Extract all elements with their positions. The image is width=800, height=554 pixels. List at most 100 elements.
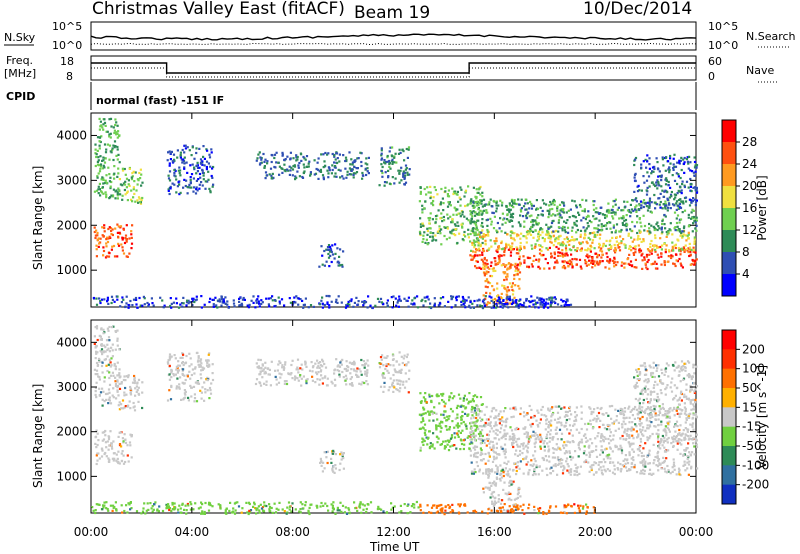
echo-cell xyxy=(499,301,502,304)
echo-cell xyxy=(657,225,660,228)
echo-cell xyxy=(127,374,130,377)
echo-cell xyxy=(398,363,401,366)
echo-cell xyxy=(542,458,545,462)
echo-cell xyxy=(438,304,441,307)
echo-cell xyxy=(266,174,269,177)
echo-cell xyxy=(489,239,492,242)
echo-cell xyxy=(341,263,344,267)
echo-cell xyxy=(431,443,434,446)
echo-cell xyxy=(549,240,552,243)
echo-cell xyxy=(300,363,303,366)
echo-cell xyxy=(423,296,426,299)
echo-cell xyxy=(419,449,422,452)
echo-cell xyxy=(264,366,267,369)
echo-cell xyxy=(169,297,172,300)
echo-cell xyxy=(472,470,475,474)
echo-cell xyxy=(467,228,470,231)
echo-cell xyxy=(388,165,391,168)
echo-cell xyxy=(114,330,118,333)
echo-cell xyxy=(489,292,492,295)
echo-cell xyxy=(109,430,112,433)
echo-cell xyxy=(682,202,685,205)
echo-cell xyxy=(537,265,540,268)
echo-cell xyxy=(439,302,442,305)
echo-cell xyxy=(695,258,698,261)
echo-cell xyxy=(320,153,323,156)
echo-cell xyxy=(666,198,669,201)
echo-cell xyxy=(674,264,677,268)
echo-cell xyxy=(108,180,111,183)
echo-cell xyxy=(565,304,569,307)
echo-cell xyxy=(199,358,203,361)
echo-cell xyxy=(133,379,136,382)
echo-cell xyxy=(548,213,551,216)
echo-cell xyxy=(316,378,319,381)
echo-cell xyxy=(459,416,463,419)
echo-cell xyxy=(450,392,453,395)
echo-cell xyxy=(168,162,171,165)
echo-cell xyxy=(331,244,334,247)
echo-cell xyxy=(676,442,679,445)
echo-cell xyxy=(98,297,101,300)
echo-cell xyxy=(547,302,550,305)
echo-cell xyxy=(592,450,595,453)
echo-cell xyxy=(622,262,626,265)
echo-cell xyxy=(679,198,682,201)
echo-cell xyxy=(210,151,213,154)
echo-cell xyxy=(111,233,114,237)
echo-cell xyxy=(365,173,368,177)
echo-cell xyxy=(296,358,300,361)
echo-cell xyxy=(117,394,120,397)
echo-cell xyxy=(113,300,116,303)
echo-cell xyxy=(383,159,386,162)
echo-cell xyxy=(633,190,636,193)
echo-cell xyxy=(625,432,628,436)
echo-cell xyxy=(644,462,647,465)
echo-cell xyxy=(689,177,692,181)
echo-cell xyxy=(101,387,104,390)
echo-cell xyxy=(665,204,668,207)
echo-cell xyxy=(574,450,577,453)
echo-cell xyxy=(129,387,132,390)
echo-cell xyxy=(419,232,422,235)
echo-cell xyxy=(623,224,626,227)
echo-cell xyxy=(474,254,477,257)
echo-cell xyxy=(401,148,404,151)
echo-cell xyxy=(199,158,203,161)
echo-cell xyxy=(175,387,178,390)
echo-cell xyxy=(116,460,119,463)
echo-cell xyxy=(640,451,643,455)
echo-cell xyxy=(281,167,284,170)
echo-cell xyxy=(534,219,537,222)
echo-cell xyxy=(483,302,486,305)
echo-cell xyxy=(646,186,649,189)
echo-cell xyxy=(687,473,690,476)
echo-cell xyxy=(137,201,140,204)
echo-cell xyxy=(478,468,481,471)
echo-cell xyxy=(483,274,486,277)
echo-cell xyxy=(653,193,656,197)
echo-cell xyxy=(515,440,518,443)
echo-cell xyxy=(648,230,651,233)
echo-cell xyxy=(682,158,685,161)
echo-cell xyxy=(620,452,624,455)
echo-cell xyxy=(489,440,492,443)
echo-cell xyxy=(430,306,433,310)
echo-cell xyxy=(546,230,549,233)
echo-cell xyxy=(671,470,674,473)
echo-cell xyxy=(604,461,607,464)
echo-cell xyxy=(109,361,112,364)
echo-cell xyxy=(525,444,528,447)
echo-cell xyxy=(646,455,649,458)
echo-cell xyxy=(664,450,668,453)
echo-cell xyxy=(608,261,611,264)
echo-cell xyxy=(563,220,566,223)
echo-cell xyxy=(95,446,98,449)
echo-cell xyxy=(346,173,349,176)
echo-cell xyxy=(210,382,213,385)
echo-cell xyxy=(650,211,653,214)
echo-cell xyxy=(595,448,598,452)
echo-cell xyxy=(620,242,623,245)
echo-cell xyxy=(696,467,699,470)
echo-cell xyxy=(660,226,663,229)
